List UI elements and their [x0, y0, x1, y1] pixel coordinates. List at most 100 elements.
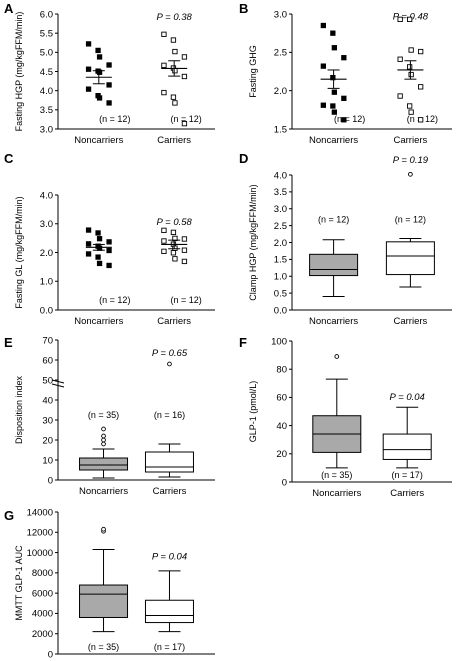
data-point [106, 100, 112, 106]
p-value-label: P = 0.04 [152, 552, 187, 563]
data-point [96, 69, 103, 75]
y-axis-label: MMTT GLP-1 AUC [14, 545, 24, 621]
data-point [96, 95, 103, 101]
box [382, 433, 432, 460]
x-category-label: Noncarriers [74, 316, 123, 327]
data-point [85, 66, 92, 72]
panel-b: B 1.5 2.0 2.5 3.0 Fasting GHG Noncarriers Carri… [239, 1, 452, 146]
data-point [407, 103, 413, 109]
y-tick-label: 5.0 [40, 48, 53, 59]
box [144, 451, 194, 473]
y-tick-label: 1.5 [274, 255, 287, 266]
panel-letter: G [4, 508, 14, 523]
p-value-label: P = 0.38 [157, 12, 193, 23]
y-tick-label: 20 [276, 449, 287, 460]
data-point [106, 247, 112, 254]
data-point [418, 84, 424, 90]
data-point [418, 48, 424, 55]
n-label: (n = 12) [334, 114, 365, 124]
panel-letter: F [239, 335, 247, 350]
y-tick-label: 60 [276, 393, 287, 404]
n-label: (n = 17) [392, 470, 423, 480]
n-label: (n = 17) [154, 642, 185, 652]
data-point [181, 54, 188, 60]
outlier-point [101, 441, 106, 447]
y-axis-label: Fasting GL (mg/kgFFM/min) [14, 196, 24, 308]
y-tick-label: 0.5 [274, 288, 287, 299]
outlier-point [334, 354, 340, 359]
y-tick-label: 4000 [32, 609, 53, 620]
data-point [95, 230, 101, 236]
data-point [418, 117, 424, 123]
x-category-label: Carriers [390, 488, 424, 499]
x-category-label: Noncarriers [309, 135, 358, 146]
data-point [181, 247, 188, 253]
y-tick-label: 30 [42, 415, 53, 426]
y-axis-label: Fasting GHG [248, 45, 258, 98]
n-label: (n = 12) [318, 214, 349, 224]
data-point [341, 117, 347, 123]
y-tick-label: 10000 [27, 548, 53, 559]
box [309, 253, 359, 277]
data-point [85, 227, 92, 233]
panel-letter: C [4, 151, 14, 166]
y-tick-label: 3.0 [40, 219, 53, 230]
y-tick-label: 2.0 [274, 238, 287, 249]
data-point [341, 55, 347, 61]
x-category-label: Noncarriers [79, 486, 128, 497]
n-label: (n = 16) [154, 410, 185, 420]
panel-letter: A [4, 1, 14, 16]
y-tick-label: 0.0 [40, 305, 53, 316]
panel-letter: E [4, 335, 13, 350]
data-point [170, 250, 177, 256]
data-point [170, 37, 177, 43]
data-point [331, 109, 337, 115]
data-point [106, 62, 112, 68]
p-value-label: P = 0.65 [152, 348, 188, 359]
y-tick-label: 3.5 [40, 105, 53, 116]
x-category-label: Carriers [394, 316, 428, 327]
y-tick-label: 50 [42, 375, 53, 386]
y-tick-label: 10 [42, 455, 53, 466]
data-point [330, 30, 336, 36]
x-category-label: Carriers [157, 316, 191, 327]
panel-c: C 0.0 1.0 2.0 3.0 4.0 Fasting GL (mg/kgFFM/min… [4, 151, 215, 327]
data-point [161, 31, 167, 37]
outlier-point [101, 437, 106, 443]
y-tick-label: 3.0 [274, 204, 287, 215]
y-tick-label: 12000 [27, 528, 53, 539]
n-label: (n = 12) [171, 114, 202, 124]
outlier-point [101, 433, 106, 439]
data-point [397, 56, 403, 62]
panel-e: E 0 10 20 30 40 50 60 70 Disposition index Noncarr… [4, 335, 215, 497]
y-tick-label: 2.5 [274, 221, 287, 232]
data-point [181, 258, 188, 265]
data-point [85, 41, 92, 47]
y-tick-label: 1.0 [274, 272, 287, 283]
y-tick-label: 6.0 [40, 9, 53, 20]
y-tick-label: 2.0 [274, 86, 287, 97]
data-point [341, 95, 347, 101]
outlier-point [408, 171, 413, 177]
y-tick-label: 20 [42, 435, 53, 446]
data-point [172, 100, 178, 106]
y-tick-label: 1.5 [274, 124, 287, 135]
y-tick-label: 70 [42, 335, 53, 346]
axis-break-mark [51, 379, 65, 384]
data-point [85, 241, 92, 247]
y-tick-label: 14000 [27, 507, 53, 518]
data-point [161, 248, 167, 254]
p-value-label: P = 0.04 [390, 392, 425, 403]
data-point [172, 68, 178, 74]
data-point [407, 16, 413, 23]
n-label: (n = 12) [99, 295, 130, 305]
n-label: (n = 35) [88, 642, 119, 652]
y-tick-label: 1.0 [40, 277, 53, 288]
x-category-label: Noncarriers [74, 135, 123, 146]
y-tick-label: 80 [276, 365, 287, 376]
x-category-label: Carriers [394, 135, 428, 146]
p-value-label: P = 0.58 [157, 217, 193, 228]
data-point [106, 82, 112, 88]
y-tick-label: 0.0 [274, 305, 287, 316]
